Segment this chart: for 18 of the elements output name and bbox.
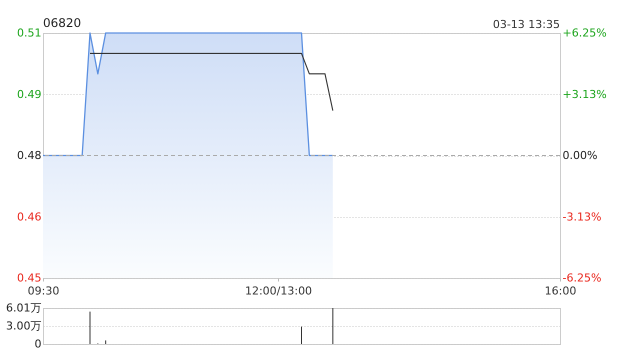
y-tick-label: 0 [34, 338, 42, 350]
y-tick-label: 0.45 [17, 272, 42, 284]
y2-tick-label: +6.25% [562, 26, 607, 40]
y-tick-label: 0.49 [17, 88, 42, 101]
y2-tick-label: 0.00% [562, 149, 598, 162]
x-tick-label: 09:30 [28, 284, 60, 298]
y-tick-label: 3.00万 [6, 320, 42, 333]
y2-tick-label: +3.13% [562, 88, 607, 101]
text: 03-13 13:35 [492, 18, 560, 31]
y-tick-label: 0.46 [17, 210, 42, 224]
y2-tick-label: -3.13% [562, 210, 602, 224]
x-tick-label: 12:00/13:00 [244, 284, 312, 298]
y-tick-label: 0.51 [17, 26, 42, 40]
y-tick-label: 0.48 [17, 149, 42, 162]
y-tick-label: 6.01万 [6, 302, 42, 314]
chart-title: 06820 [43, 16, 82, 30]
y2-tick-label: -6.25% [562, 272, 602, 284]
x-tick-label: 16:00 [544, 284, 576, 298]
